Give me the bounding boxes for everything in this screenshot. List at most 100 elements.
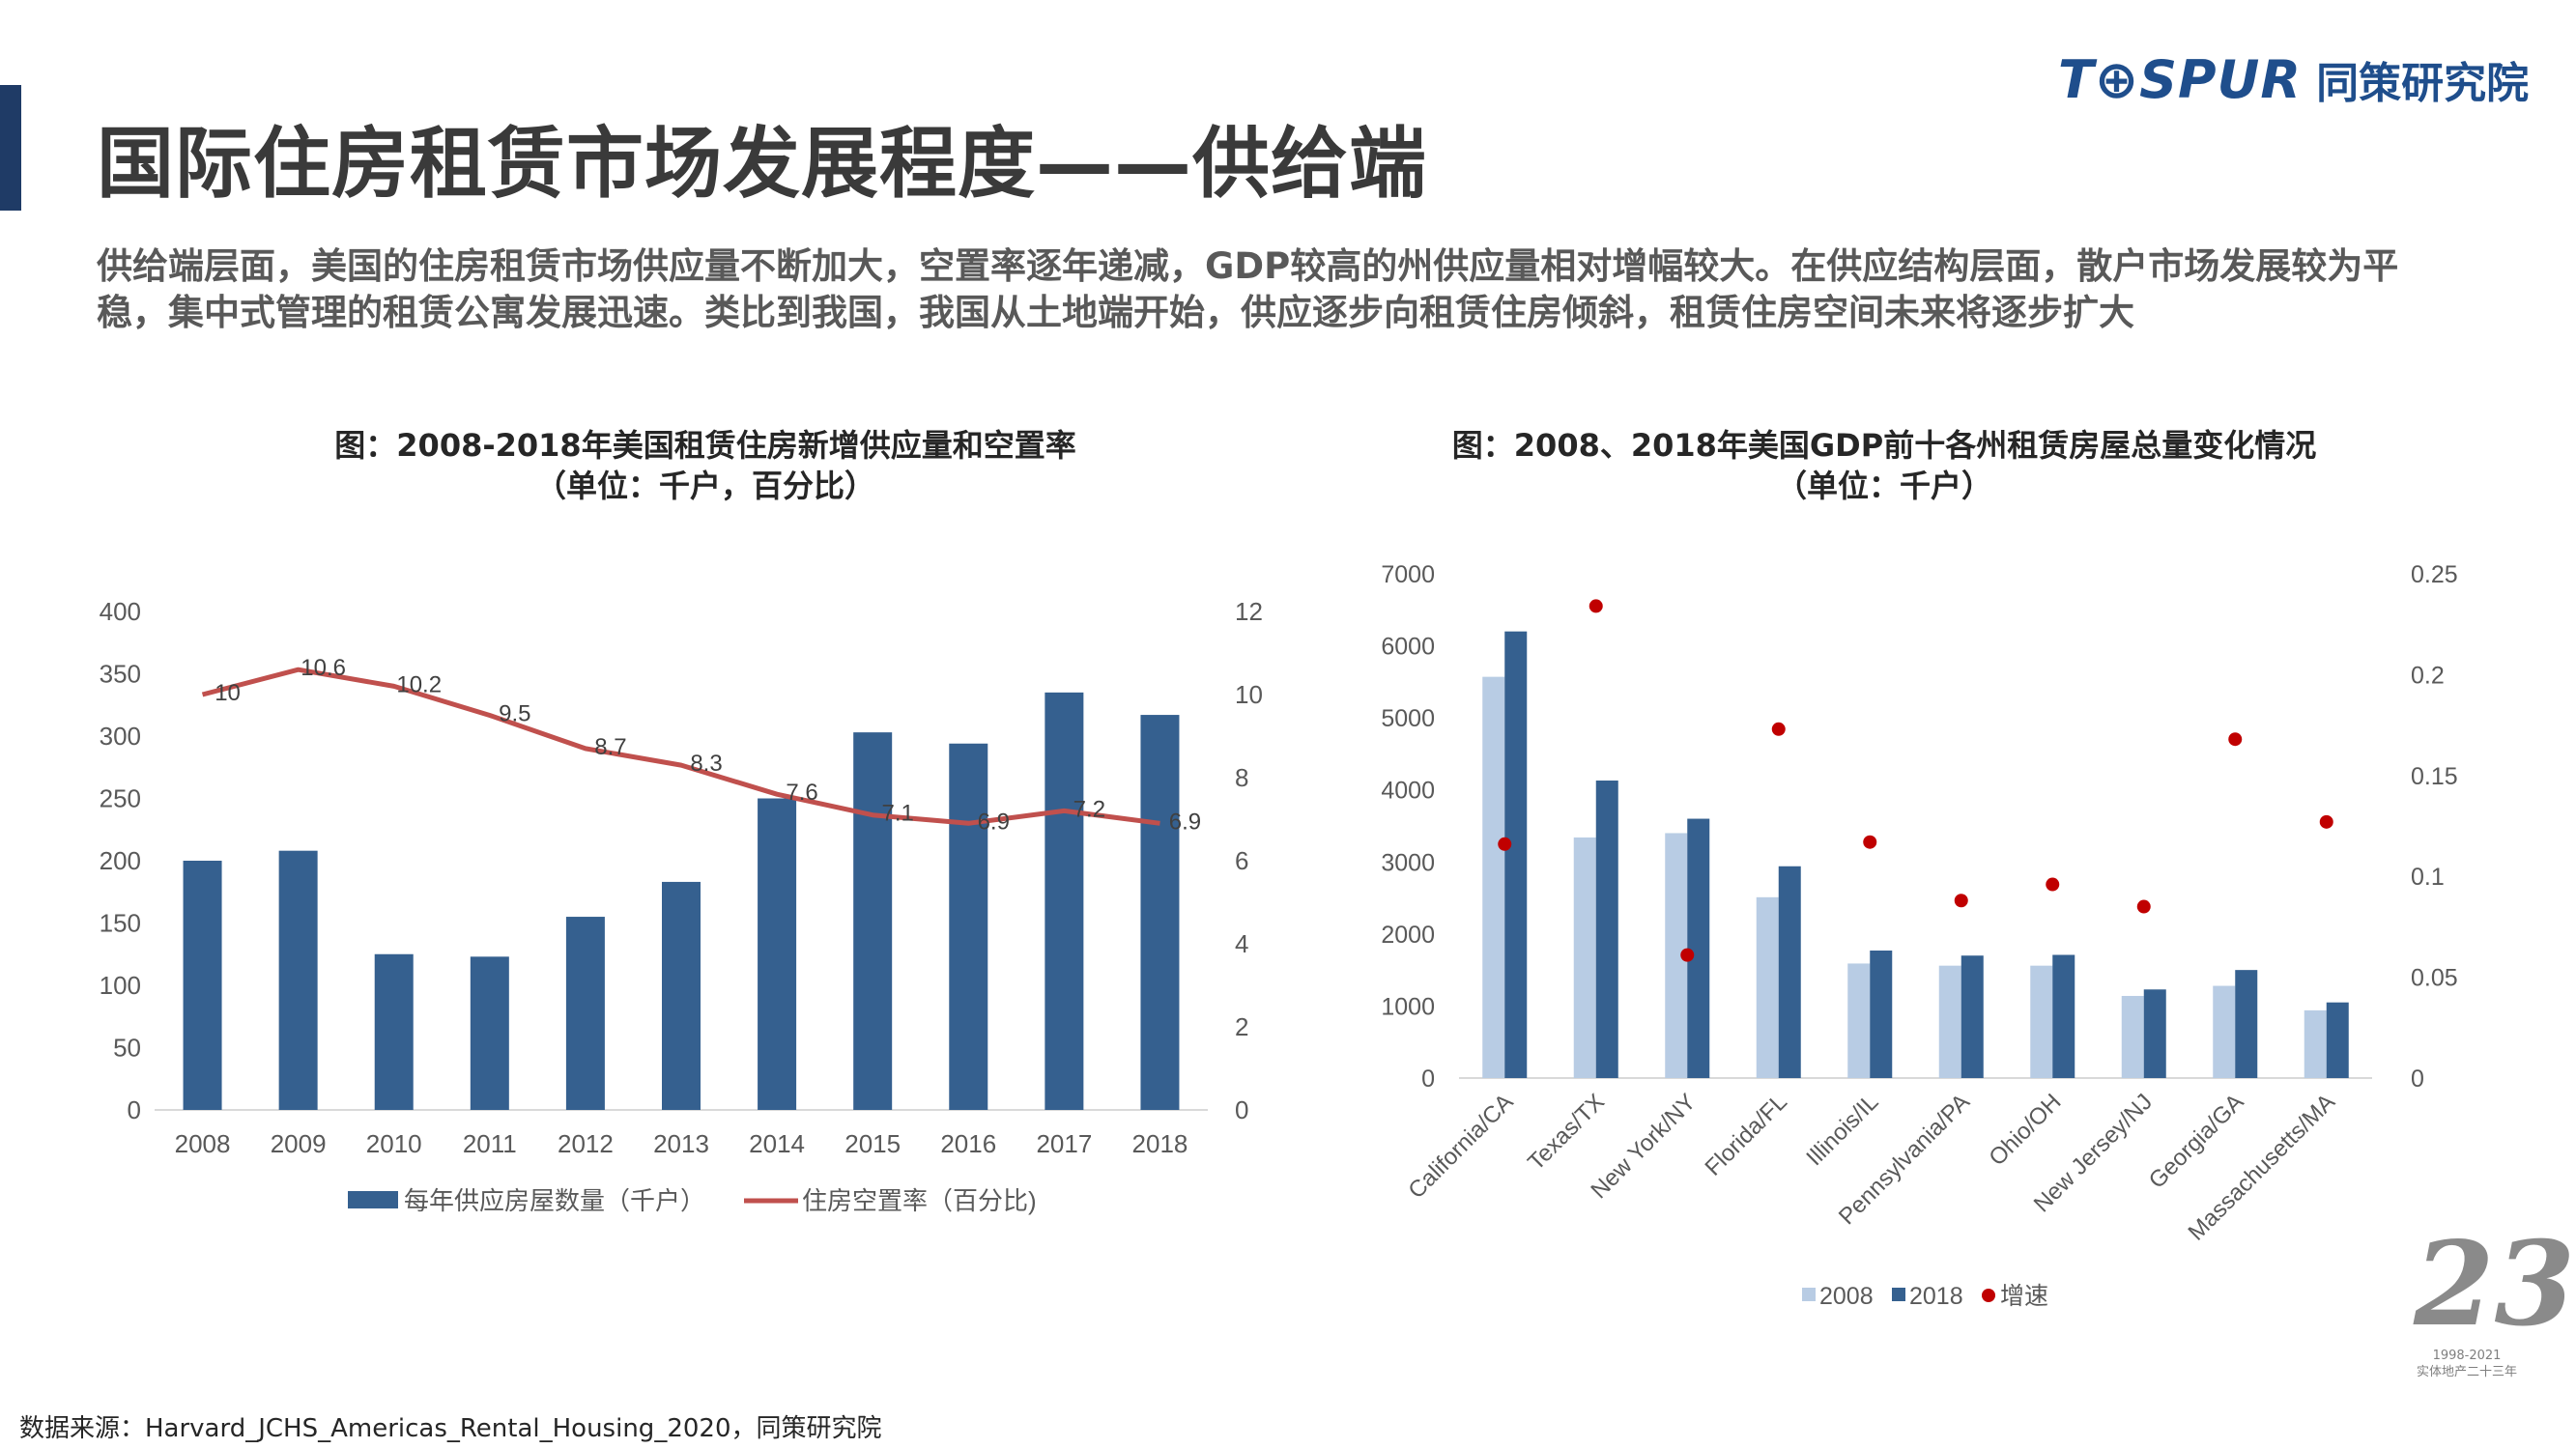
- chart2-bar-2008: [2213, 985, 2236, 1078]
- chart2-growth-dot: [2319, 814, 2333, 829]
- chart1-vacancy-data-label: 10.6: [301, 655, 346, 681]
- chart2-bar-2018: [1504, 631, 1528, 1078]
- chart2-growth-dot: [1863, 835, 1877, 849]
- chart2-x-tick-label: Texas/TX: [1523, 1089, 1610, 1176]
- chart2-right-tick-label: 0.15: [2411, 763, 2458, 790]
- chart2-bar-2018: [1961, 955, 1984, 1078]
- chart1-legend-label-vacancy: 住房空置率（百分比): [802, 1186, 1037, 1215]
- chart1-vacancy-data-label: 8.3: [690, 751, 722, 777]
- chart2-left-tick-label: 2000: [1381, 922, 1435, 949]
- chart2-bar-2008: [1665, 833, 1688, 1078]
- chart2-left-tick-label: 5000: [1381, 705, 1435, 732]
- page-title: 国际住房租赁市场发展程度——供给端: [97, 119, 1427, 209]
- chart1-right-tick-label: 0: [1235, 1095, 1248, 1124]
- anniversary-badge: 23 1998-2021 实体地产二十三年: [2414, 1216, 2575, 1380]
- anniversary-years: 1998-2021: [2432, 1349, 2502, 1363]
- chart2-x-tick-label: California/CA: [1403, 1089, 1518, 1204]
- chart1-supply-bar: [662, 881, 701, 1110]
- chart1-supply-bar: [278, 850, 318, 1110]
- chart1-vacancy-data-label: 6.9: [1169, 809, 1201, 835]
- chart2-x-tick-label: Florida/FL: [1701, 1089, 1792, 1180]
- anniversary-mark: 23: [2414, 1216, 2575, 1352]
- chart1-left-tick-label: 250: [100, 784, 141, 813]
- brand-logo: T⊕SPUR 同策研究院: [2058, 48, 2529, 110]
- chart2-x-tick-label: Ohio/OH: [1984, 1089, 2066, 1171]
- chart2-bar-2018: [2326, 1002, 2349, 1078]
- chart2-growth-dot: [1771, 722, 1786, 736]
- chart2-bar-2018: [1870, 951, 1893, 1078]
- chart2-bar-2018: [1595, 781, 1618, 1078]
- chart1-vacancy-data-label: 6.9: [978, 809, 1010, 835]
- chart1-left-tick-label: 100: [100, 971, 141, 1000]
- chart1-supply-bar: [1140, 715, 1180, 1110]
- chart1-x-tick-label: 2012: [558, 1129, 614, 1158]
- chart1-x-tick-label: 2010: [366, 1129, 422, 1158]
- logo-brand-text: T⊕SPUR: [2058, 49, 2302, 110]
- chart1-right-tick-label: 4: [1235, 929, 1248, 958]
- chart2-legend-swatch-2008: [1802, 1288, 1816, 1301]
- chart2-x-tick-label: Illinois/IL: [1801, 1089, 1883, 1171]
- chart2-legend-label-2018: 2018: [1909, 1283, 1963, 1310]
- chart2-growth-dot: [1498, 837, 1512, 851]
- chart1-supply-bar: [183, 861, 222, 1110]
- chart1-left-tick-label: 0: [128, 1095, 141, 1124]
- chart2-bar-2018: [2052, 954, 2075, 1078]
- chart2-bar-2008: [1756, 896, 1779, 1078]
- chart2-bar-2008: [1573, 837, 1596, 1078]
- data-source-note: 数据来源：Harvard_JCHS_Americas_Rental_Housin…: [19, 1414, 882, 1443]
- anniversary-caption: 实体地产二十三年: [2416, 1365, 2517, 1379]
- chart2-subtitle: （单位：千户）: [1775, 468, 1992, 504]
- chart1-left-tick-label: 400: [100, 597, 141, 626]
- chart2-left-tick-label: 6000: [1381, 634, 1435, 661]
- chart2-growth-dot: [2136, 899, 2151, 914]
- chart1-left-tick-label: 200: [100, 846, 141, 875]
- chart2-growth-dot: [1589, 599, 1603, 613]
- chart1-x-tick-label: 2009: [271, 1129, 327, 1158]
- title-accent-bar: [0, 85, 21, 211]
- chart2-bar-2018: [1687, 818, 1710, 1078]
- chart2-growth-dot: [1954, 894, 1968, 908]
- chart1-right-tick-label: 10: [1235, 680, 1263, 709]
- chart1-vacancy-data-label: 7.1: [881, 801, 913, 827]
- chart2-left-tick-label: 0: [1421, 1065, 1435, 1093]
- chart1-x-tick-label: 2008: [175, 1129, 231, 1158]
- chart1-vacancy-data-label: 8.7: [594, 734, 626, 760]
- chart1-supply-bar: [470, 956, 509, 1110]
- chart2-bar-2008: [1482, 676, 1505, 1078]
- chart1-supply-bar: [374, 953, 414, 1110]
- chart1-left-tick-label: 50: [113, 1034, 141, 1063]
- chart2-legend-swatch-2018: [1892, 1288, 1905, 1301]
- chart2-legend-label-growth: 增速: [2000, 1283, 2048, 1310]
- chart1-legend-label-supply: 每年供应房屋数量（千户）: [404, 1186, 705, 1215]
- chart1-vacancy-data-label: 10: [215, 680, 241, 706]
- chart1-right-tick-label: 12: [1235, 597, 1263, 626]
- chart1-vacancy-data-label: 9.5: [499, 701, 530, 727]
- chart2-bar-2008: [1847, 963, 1871, 1078]
- chart1-subtitle: （单位：千户，百分比）: [534, 468, 875, 504]
- chart1-supply-bar: [949, 743, 988, 1110]
- chart2-title: 图：2008、2018年美国GDP前十各州租赁房屋总量变化情况: [1451, 427, 2317, 464]
- chart1-x-tick-label: 2017: [1036, 1129, 1092, 1158]
- chart2-growth-dot: [1680, 948, 1695, 962]
- chart1-left-tick-label: 300: [100, 722, 141, 751]
- chart1-vacancy-line: [201, 667, 1160, 826]
- chart2-right-tick-label: 0.05: [2411, 965, 2458, 992]
- chart1-vacancy-data-label: 7.2: [1073, 796, 1105, 822]
- chart2-growth-dot: [2228, 732, 2243, 747]
- chart2-right-tick-label: 0.25: [2411, 561, 2458, 588]
- chart1-left-tick-label: 150: [100, 909, 141, 938]
- chart1-right-tick-label: 2: [1235, 1012, 1248, 1041]
- chart2-growth-dot: [2046, 877, 2060, 892]
- chart1-x-tick-label: 2016: [940, 1129, 996, 1158]
- chart1-title: 图：2008-2018年美国租赁住房新增供应量和空置率: [334, 427, 1076, 464]
- chart2-legend-label-2008: 2008: [1819, 1283, 1874, 1310]
- chart1-supply-bar: [758, 798, 797, 1110]
- chart1-x-tick-label: 2014: [749, 1129, 805, 1158]
- chart1-x-tick-label: 2011: [463, 1129, 517, 1158]
- chart1-x-tick-label: 2015: [844, 1129, 901, 1158]
- chart1-x-tick-label: 2018: [1132, 1129, 1188, 1158]
- chart2-bar-2008: [1938, 965, 1961, 1078]
- chart2-bar-2008: [2030, 965, 2053, 1078]
